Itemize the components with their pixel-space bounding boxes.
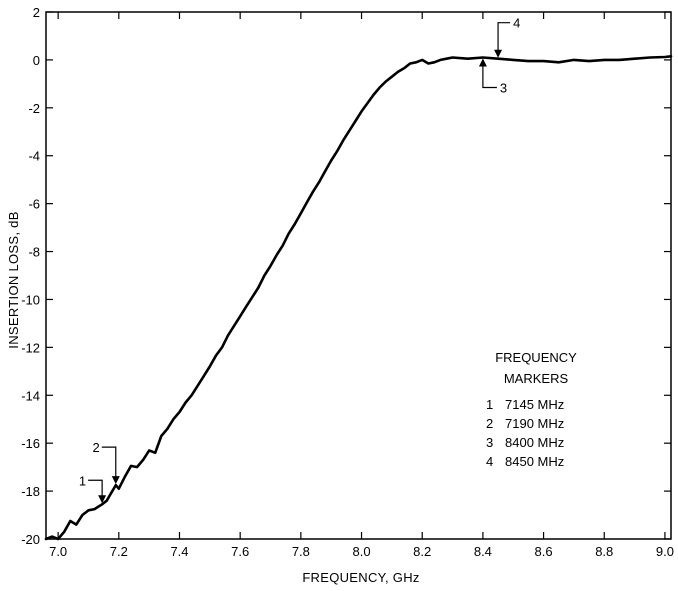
y-tick-label: -14 — [21, 388, 40, 403]
y-tick-label: -4 — [28, 149, 40, 164]
x-tick-label: 7.6 — [231, 544, 249, 559]
frequency-markers-legend: FREQUENCY MARKERS 1 7145 MHz 2 7190 MHz … — [486, 350, 577, 469]
x-tick-label: 8.8 — [595, 544, 613, 559]
plot-frame — [45, 11, 672, 540]
frequency-markers-group: 1 2 3 4 — [79, 16, 520, 504]
marker-4-arrowhead — [494, 49, 503, 58]
insertion-loss-curve — [44, 55, 673, 541]
legend-item-4-number: 4 — [486, 454, 493, 469]
legend-item-2-label: 7190 MHz — [505, 416, 564, 431]
y-tick-label: 2 — [33, 5, 40, 20]
y-tick-label: -6 — [28, 197, 40, 212]
legend-item-3-number: 3 — [486, 435, 493, 450]
x-axis-label: FREQUENCY, GHz — [302, 570, 419, 585]
y-tick-label: -18 — [21, 484, 40, 499]
y-tick-label: -8 — [28, 245, 40, 260]
x-tick-label: 9.0 — [656, 544, 674, 559]
y-tick-label: -16 — [21, 436, 40, 451]
marker-3-leader — [482, 64, 497, 89]
x-tick-label: 7.2 — [110, 544, 128, 559]
curve-group — [44, 55, 673, 541]
y-tick-label: -10 — [21, 292, 40, 307]
marker-3-arrowhead — [478, 58, 487, 67]
axis-ticks-group: 7.0 7.2 7.4 7.6 7.8 8.0 8.2 8.4 8.6 8.8 9.0 2 0 -2 -4 -… — [21, 5, 674, 559]
marker-1-arrowhead — [98, 495, 107, 504]
marker-2-arrowhead — [111, 476, 120, 485]
y-tick-label: 0 — [33, 53, 40, 68]
marker-4-leader — [497, 22, 511, 52]
y-tick-label: -2 — [28, 101, 40, 116]
x-tick-label: 8.4 — [474, 544, 492, 559]
x-tick-label: 7.4 — [170, 544, 188, 559]
x-tick-label: 7.8 — [292, 544, 310, 559]
legend-item-1-number: 1 — [486, 397, 493, 412]
y-axis-label: INSERTION LOSS, dB — [6, 211, 21, 348]
legend-item-3-label: 8400 MHz — [505, 435, 564, 450]
x-tick-label: 8.0 — [352, 544, 370, 559]
legend-title-line1: FREQUENCY — [495, 350, 577, 365]
legend-title-line2: MARKERS — [504, 371, 569, 386]
marker-1-label: 1 — [79, 473, 86, 488]
x-tick-label: 8.6 — [535, 544, 553, 559]
x-tick-label: 7.0 — [49, 544, 67, 559]
marker-1-leader — [88, 479, 103, 498]
legend-item-1-label: 7145 MHz — [505, 397, 564, 412]
marker-2-leader — [101, 446, 117, 479]
marker-2-label: 2 — [93, 440, 100, 455]
legend-item-2-number: 2 — [486, 416, 493, 431]
marker-3-label: 3 — [500, 81, 507, 96]
y-tick-label: -12 — [21, 340, 40, 355]
y-tick-label: -20 — [21, 532, 40, 547]
legend-item-4-label: 8450 MHz — [505, 454, 564, 469]
x-tick-label: 8.2 — [413, 544, 431, 559]
marker-4-label: 4 — [513, 16, 520, 31]
plot-frame-group — [45, 11, 672, 540]
